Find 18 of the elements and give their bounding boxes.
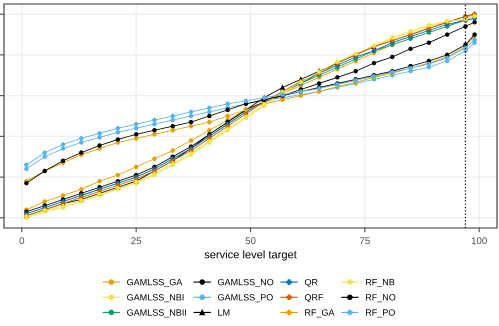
x-tick-label: 100 xyxy=(472,237,487,244)
legend-label: RF_NO xyxy=(366,294,396,302)
legend-label: GAMLSS_NO xyxy=(218,278,274,288)
legend-label: RF_GA xyxy=(305,309,335,318)
x-tick-label: 50 xyxy=(245,237,256,244)
legend-label: GAMLSS_NBI xyxy=(127,294,184,302)
x-tick-label: 25 xyxy=(131,237,142,244)
legend-label: RF_NB xyxy=(366,279,394,288)
legend-label: QR xyxy=(304,278,318,287)
legend-label: GAMLSS_PO xyxy=(218,294,273,302)
legend-label: GAMLSS_GA xyxy=(127,278,182,288)
legend-label: RF_PO xyxy=(366,309,395,318)
legend-label: QRF xyxy=(304,294,324,302)
x-tick-label: 0 xyxy=(20,237,24,244)
legend-label: LM xyxy=(218,309,230,316)
legend-label: GAMLSS_NBII xyxy=(127,309,186,318)
x-axis-title: service level target xyxy=(204,250,297,261)
x-tick-label: 75 xyxy=(360,237,370,244)
